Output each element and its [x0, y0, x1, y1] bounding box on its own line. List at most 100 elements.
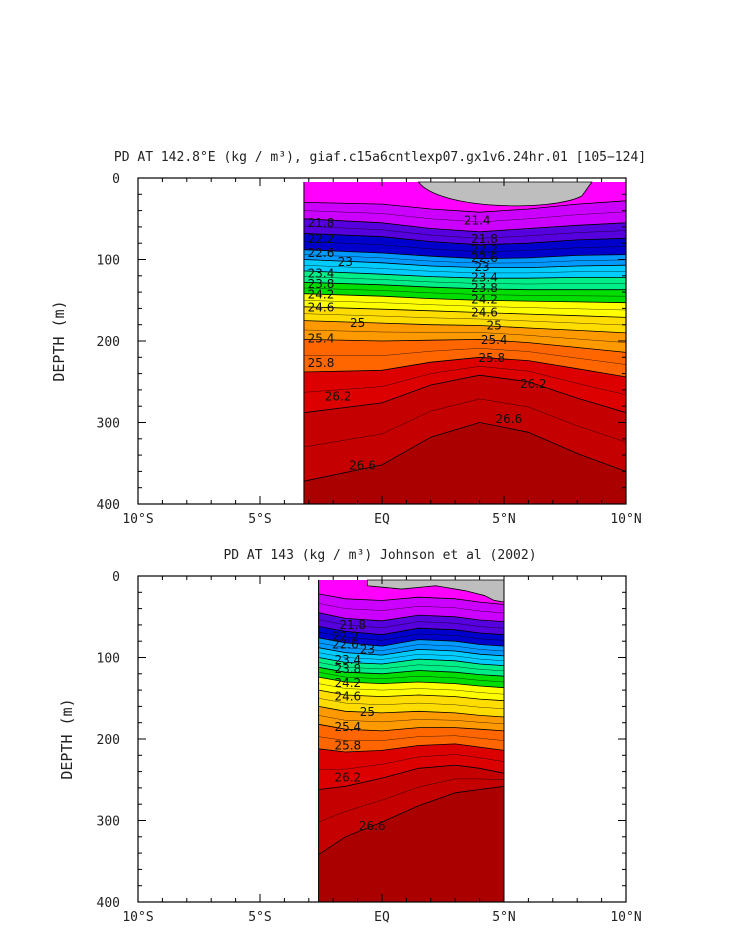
y-tick-label: 0: [112, 172, 120, 187]
contour-line-25.4: [318, 723, 505, 732]
contour-label: 24.6: [334, 690, 361, 704]
contour-label: 25.8: [334, 739, 361, 753]
contour-label: 25.4: [481, 333, 508, 347]
contour-label: 25.8: [478, 351, 505, 365]
contour-line-21.8: [318, 612, 505, 622]
contour-line-22.2: [318, 626, 505, 636]
contour-minor-line: [303, 264, 626, 274]
contour-line-25: [303, 320, 626, 334]
contour-label: 23: [338, 255, 353, 269]
contour-line-25: [318, 706, 505, 718]
contour-line-25.4: [303, 338, 626, 353]
contour-line-26.2: [303, 374, 626, 414]
contour-label: 25.4: [334, 720, 361, 734]
contour-minor-line: [303, 329, 626, 343]
contour-label: 26.2: [325, 389, 352, 403]
contour-label: 23.8: [471, 281, 498, 295]
contour-minor-line: [318, 662, 505, 672]
contour-line-26.6: [318, 785, 505, 856]
contour-minor-line: [318, 778, 505, 823]
contour-line-26.2: [318, 764, 505, 790]
contour-line-24.2: [303, 293, 626, 304]
contour-minor-line: [303, 366, 626, 396]
contour-line-25.8: [303, 356, 626, 378]
contour-minor-line: [303, 300, 626, 311]
contour-minor-line: [318, 642, 505, 652]
contour-label: 24.2: [334, 676, 361, 690]
contour-label: 25: [360, 705, 375, 719]
contour-label: 21.8: [471, 232, 498, 246]
contour-minor-line: [318, 715, 505, 725]
contour-minor-line: [303, 313, 626, 326]
contour-minor-line: [303, 210, 626, 223]
x-tick-label: 10°N: [610, 910, 641, 925]
y-tick-label: 200: [97, 733, 120, 748]
contour-label: 26.2: [334, 770, 361, 784]
contour-label: 21.8: [339, 618, 366, 632]
contour-line-22.6: [303, 249, 626, 260]
contour-line-23.8: [318, 666, 505, 677]
contour-label: 23.4: [334, 653, 361, 667]
x-tick-label: EQ: [374, 512, 390, 527]
contour-line-24.6: [318, 689, 505, 702]
contour-label: 22.6: [332, 638, 359, 652]
contour-minor-line: [303, 241, 626, 253]
contour-line-23: [303, 259, 626, 268]
contour-minor-line: [318, 671, 505, 683]
bottom-axis-ticks: 10°S 5°S EQ 5°N 10°N 0 100 200 300 400: [97, 570, 642, 925]
contour-label: 25: [487, 319, 502, 333]
top-contour-panel: PD AT 142.8°E (kg / m³), giaf.c15a6cntle…: [50, 150, 646, 527]
contour-minor-line: [318, 698, 505, 710]
contour-label: 24.6: [471, 306, 498, 320]
contour-label: 26.6: [349, 459, 376, 473]
contour-label: 24.6: [308, 301, 335, 315]
contour-minor-line: [318, 683, 505, 695]
contour-label: 25.4: [308, 332, 335, 346]
contour-minor-line: [318, 631, 505, 641]
contour-line-21.4: [303, 200, 626, 213]
bottom-y-axis-label: DEPTH (m): [58, 698, 76, 779]
contour-label: 23.4: [308, 266, 335, 280]
y-tick-label: 300: [97, 815, 120, 830]
bottom-panel-title: PD AT 143 (kg / m³) Johnson et al (2002): [223, 548, 536, 563]
contour-line-22.6: [318, 637, 505, 647]
contour-line-21.8: [303, 218, 626, 233]
contour-label: 26.2: [520, 377, 547, 391]
contour-line-22.2: [303, 233, 626, 246]
contour-line-25.8: [318, 743, 505, 753]
contour-minor-line: [303, 287, 626, 297]
y-tick-label: 200: [97, 335, 120, 350]
contour-label: 23: [474, 260, 489, 274]
top-axis-ticks: 10°S 5°S EQ 5°N 10°N 0 100 200 300 400: [97, 172, 642, 527]
contour-label: 23: [360, 642, 375, 656]
x-tick-label: EQ: [374, 910, 390, 925]
x-tick-label: 5°S: [248, 910, 271, 925]
contour-label: 23.4: [471, 270, 498, 284]
contour-minor-line: [303, 398, 626, 448]
contour-minor-line: [303, 225, 626, 239]
contour-minor-line: [303, 348, 626, 365]
x-tick-label: 5°S: [248, 512, 271, 527]
contour-label: 21.8: [308, 216, 335, 230]
y-tick-label: 400: [97, 498, 120, 513]
y-tick-label: 0: [112, 570, 120, 585]
contour-minor-line: [318, 603, 505, 614]
contour-line-21.4: [318, 593, 505, 605]
top-panel-title: PD AT 142.8°E (kg / m³), giaf.c15a6cntle…: [114, 150, 646, 165]
contour-minor-line: [318, 735, 505, 741]
contour-minor-line: [303, 254, 626, 264]
y-tick-label: 400: [97, 896, 120, 911]
contour-minor-line: [318, 652, 505, 662]
contour-line-23.4: [318, 657, 505, 666]
contour-line-26.6: [303, 422, 626, 482]
contour-minor-line: [318, 754, 505, 770]
contour-label: 22.2: [471, 243, 498, 257]
contour-label: 23.8: [334, 662, 361, 676]
contour-label: 22.6: [471, 251, 498, 265]
contour-label: 22.6: [308, 246, 335, 260]
land-mask: [417, 181, 593, 207]
x-tick-label: 10°S: [122, 512, 153, 527]
contour-line-24.6: [303, 306, 626, 318]
